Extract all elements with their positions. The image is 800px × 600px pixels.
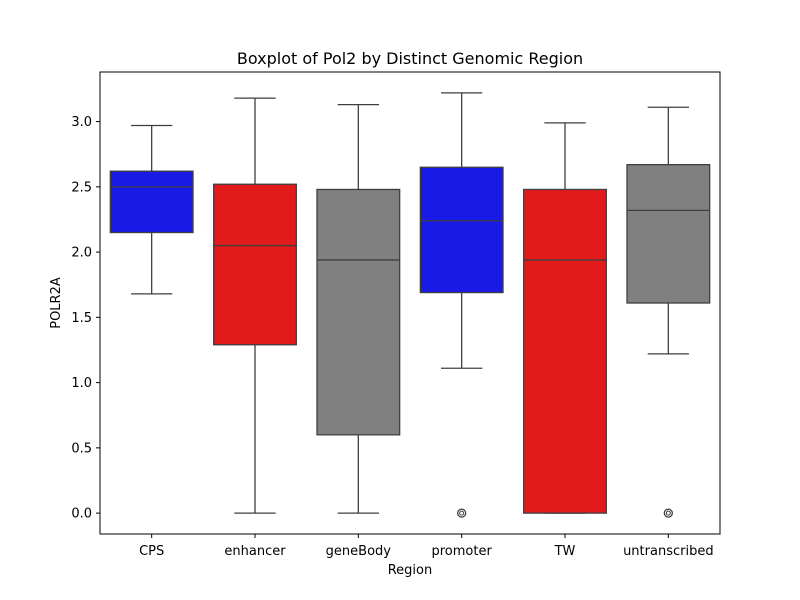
box-iqr bbox=[626, 164, 711, 304]
y-tick-label: 1.0 bbox=[71, 376, 92, 391]
x-tick-label: enhancer bbox=[224, 544, 286, 559]
box-iqr bbox=[316, 188, 401, 436]
x-tick-label: promoter bbox=[432, 544, 493, 559]
plot-area: 0.0 0.5 1.0 1.5 2.0 2.5 3.0 CPS enhancer geneBody… bbox=[71, 92, 714, 559]
outlier-point-inner bbox=[459, 510, 465, 516]
plot-frame bbox=[99, 71, 721, 535]
box-iqr bbox=[523, 188, 607, 514]
x-axis-label: Region bbox=[388, 563, 433, 578]
box-iqr bbox=[419, 166, 504, 294]
box-iqr bbox=[109, 170, 194, 234]
outlier-point bbox=[663, 508, 673, 518]
y-tick-label: 2.5 bbox=[71, 180, 92, 195]
y-tick-label: 1.5 bbox=[71, 311, 92, 326]
y-tick-label: 0.5 bbox=[71, 441, 92, 456]
y-tick-label: 3.0 bbox=[71, 115, 92, 130]
y-tick-label: 2.0 bbox=[71, 246, 92, 261]
chart-title: Boxplot of Pol2 by Distinct Genomic Regi… bbox=[237, 49, 583, 68]
x-tick-label: untranscribed bbox=[623, 544, 714, 559]
outlier-point bbox=[457, 508, 467, 518]
x-tick-label: TW bbox=[554, 544, 576, 559]
outlier-point-inner bbox=[665, 510, 671, 516]
y-axis-label: POLR2A bbox=[49, 277, 64, 329]
x-tick-label: geneBody bbox=[326, 544, 392, 559]
x-tick-label: CPS bbox=[139, 544, 164, 559]
y-tick-label: 0.0 bbox=[71, 507, 92, 522]
box-iqr bbox=[213, 183, 297, 346]
